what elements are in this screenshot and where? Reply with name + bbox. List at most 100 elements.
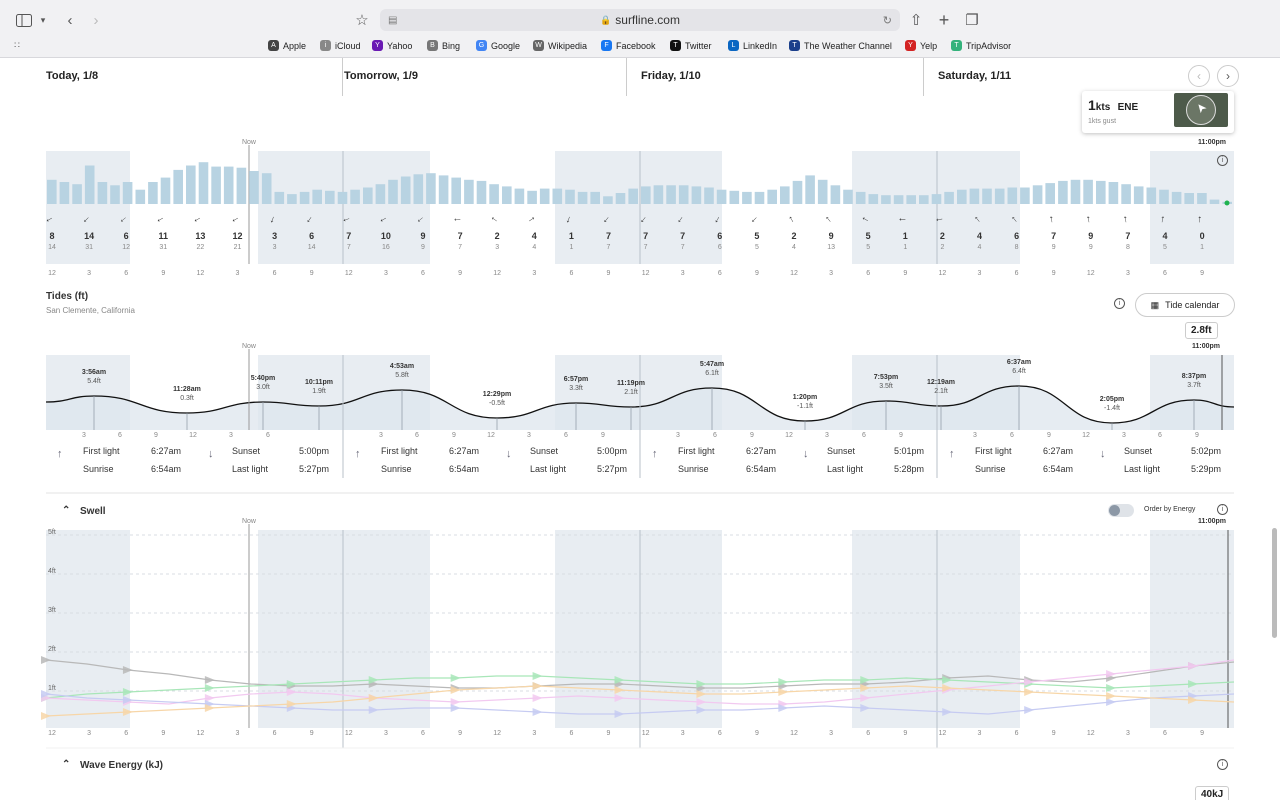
wind-bar — [236, 167, 247, 204]
swell-info-icon[interactable]: i — [1217, 504, 1228, 515]
wave-energy-title[interactable]: Wave Energy (kJ) — [80, 760, 163, 771]
wind-hour-tick: 6 — [866, 270, 871, 277]
wind-bar — [325, 190, 335, 204]
wind-bar — [274, 191, 285, 204]
wind-bar — [969, 188, 980, 204]
day-header-3[interactable]: Saturday, 1/11 — [938, 70, 1012, 82]
wind-speed-value: 6 — [123, 231, 129, 241]
forward-icon[interactable]: › — [93, 11, 99, 29]
wind-bar — [186, 165, 196, 204]
wave-energy-collapse-icon[interactable]: ⌃ — [62, 759, 71, 770]
wind-bar — [944, 191, 954, 204]
bookmark-yahoo[interactable]: Y Yahoo — [372, 40, 412, 51]
wind-bar — [982, 188, 992, 204]
sunrise-label: Sunrise — [678, 464, 709, 474]
tide-point-height: 3.5ft — [879, 383, 893, 390]
wind-unit: kts — [1095, 102, 1111, 113]
wind-bar — [641, 186, 651, 204]
wind-info-icon[interactable]: i — [1217, 155, 1228, 166]
share-icon[interactable]: ⇧ — [909, 12, 923, 29]
scrollbar[interactable] — [1272, 528, 1277, 638]
tide-calendar-button[interactable]: ▦ Tide calendar — [1135, 293, 1235, 317]
bookmarks-bar: A Apple i iCloud Y Yahoo B Bing G Google W Wikipedi… — [0, 38, 1280, 54]
bookmark-facebook[interactable]: F Facebook — [601, 40, 656, 51]
sunset-label: Sunset — [1124, 446, 1153, 456]
bookmark-apple[interactable]: A Apple — [268, 40, 306, 51]
wind-hour-tick: 6 — [569, 270, 574, 277]
sidebar-toggle-icon[interactable] — [14, 9, 34, 31]
sunset-label: Sunset — [530, 446, 559, 456]
wind-bar — [1058, 180, 1068, 204]
tabs-overview-icon[interactable]: ❐ — [965, 12, 979, 29]
reload-icon[interactable]: ↻ — [882, 14, 892, 27]
tide-point-time: 11:19pm — [616, 380, 646, 387]
swell-title[interactable]: Swell — [80, 506, 106, 517]
wind-hour-tick: 3 — [532, 270, 537, 277]
day-header-0[interactable]: Today, 1/8 — [46, 58, 343, 96]
chevron-down-icon[interactable]: ▾ — [40, 14, 46, 25]
swell-collapse-icon[interactable]: ⌃ — [62, 505, 71, 516]
bookmark-label: LinkedIn — [743, 40, 778, 51]
day-header-2[interactable]: Friday, 1/10 — [627, 58, 924, 96]
wind-bar — [249, 171, 259, 204]
address-bar[interactable]: ▤ 🔒 surfline.com ↻ — [380, 9, 900, 31]
bookmark-star-icon[interactable]: ☆ — [355, 12, 369, 29]
sunset-icon: ↓ — [506, 448, 512, 460]
new-tab-icon[interactable]: + — [938, 9, 950, 30]
swell-hour-tick: 9 — [458, 730, 463, 737]
wave-energy-info-icon[interactable]: i — [1217, 759, 1228, 770]
sunset-label: Sunset — [827, 446, 856, 456]
tide-hour-tick: 6 — [118, 432, 122, 439]
weather-channel-icon: T — [789, 40, 800, 51]
swell-direction-marker — [41, 690, 51, 698]
bookmark-linkedin[interactable]: L LinkedIn — [728, 40, 777, 51]
bookmark-google[interactable]: G Google — [476, 40, 520, 51]
bookmark-yelp[interactable]: Y Yelp — [905, 40, 937, 51]
swell-hour-tick: 12 — [938, 730, 947, 737]
wind-bar — [780, 186, 790, 204]
bookmark-wikipedia[interactable]: W Wikipedia — [533, 40, 587, 51]
back-icon[interactable]: ‹ — [67, 11, 73, 29]
swell-direction-marker — [532, 708, 543, 716]
wind-gust-value: 7 — [643, 244, 648, 251]
tide-calendar-label: Tide calendar — [1165, 300, 1220, 310]
swell-hour-tick: 12 — [641, 730, 650, 737]
wind-bar — [451, 177, 461, 204]
day-header-1[interactable]: Tomorrow, 1/9 — [330, 58, 627, 96]
tide-point-time: 7:53pm — [873, 374, 899, 381]
swell-direction-marker — [1188, 662, 1199, 670]
swell-night-band-3 — [852, 530, 1020, 728]
wind-bar — [122, 182, 133, 204]
wind-hour-tick: 6 — [124, 270, 129, 277]
wind-speed-value: 7 — [680, 231, 686, 241]
grid-icon[interactable]: ∷ — [14, 39, 20, 50]
bing-icon: B — [427, 40, 438, 51]
tides-info-icon[interactable]: i — [1114, 298, 1125, 309]
bookmark-twitter[interactable]: T Twitter — [670, 40, 712, 51]
wind-bar — [476, 180, 487, 204]
wind-night-band-3 — [852, 151, 1020, 264]
wind-bar — [375, 184, 386, 204]
next-day-button[interactable]: › — [1217, 65, 1239, 87]
tide-hour-tick: 9 — [601, 432, 605, 439]
bookmark-tripadvisor[interactable]: T TripAdvisor — [951, 40, 1011, 51]
order-by-energy-toggle[interactable] — [1108, 504, 1134, 517]
yelp-icon: Y — [905, 40, 916, 51]
swell-direction-marker — [122, 666, 133, 674]
wind-speed-value: 6 — [1014, 231, 1020, 241]
bookmark-bing[interactable]: B Bing — [427, 40, 460, 51]
sunrise-label: Sunrise — [381, 464, 412, 474]
wind-bar — [754, 191, 765, 204]
bookmark-icloud[interactable]: i iCloud — [320, 40, 361, 51]
wind-bar — [817, 179, 828, 204]
wind-speed-value: 7 — [605, 231, 611, 241]
prev-day-button[interactable]: ‹ — [1188, 65, 1210, 87]
wind-hour-tick: 9 — [309, 270, 314, 277]
wind-speed-value: 13 — [195, 231, 206, 241]
wind-bar — [261, 173, 272, 204]
tide-point-height: -1.4ft — [1104, 405, 1120, 412]
swell-direction-marker — [122, 688, 133, 696]
wind-bar — [590, 191, 600, 204]
bookmark-the-weather-channel[interactable]: T The Weather Channel — [789, 40, 892, 51]
wind-hour-tick: 12 — [493, 270, 502, 277]
